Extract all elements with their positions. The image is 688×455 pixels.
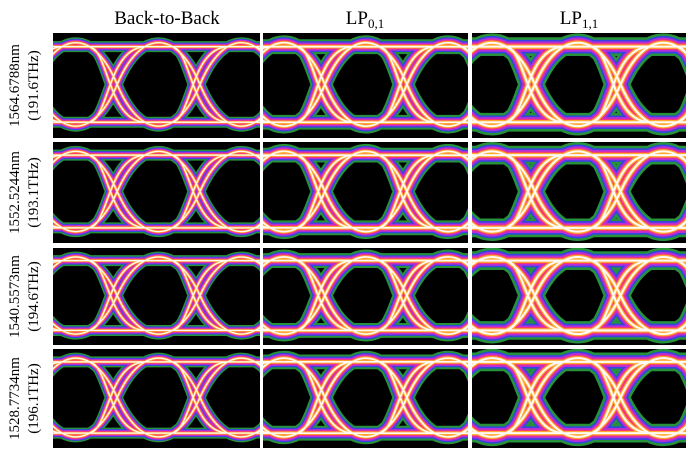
row-wavelength: 1564.6788nm [7,44,23,127]
column-header: LP0,1 [346,8,384,31]
row-wavelength: 1540.5573nm [7,255,23,338]
row-wavelength: 1552.5244nm [7,151,23,234]
header-subscript: 0,1 [368,16,384,31]
row-frequency: (191.6THz) [26,50,42,120]
row-frequency: (193.1THz) [26,157,42,227]
header-main: LP [560,8,582,29]
header-main: LP [346,8,368,29]
column-header: LP1,1 [560,8,598,31]
row-frequency: (194.6THz) [26,261,42,331]
row-frequency: (196.1THz) [26,363,42,433]
row-wavelength: 1528.7734nm [7,357,23,440]
eye-diagram-figure: Back-to-BackLP0,1LP1,11564.6788nm(191.6T… [0,0,688,450]
header-subscript: 1,1 [582,16,598,31]
column-header: Back-to-Back [114,8,220,29]
